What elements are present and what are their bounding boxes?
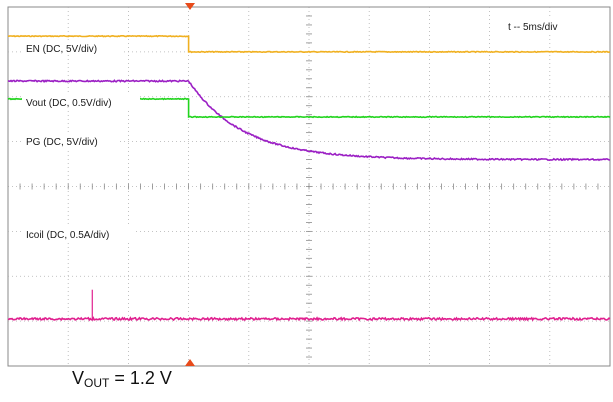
caption: VOUT = 1.2 V: [72, 368, 172, 390]
series-label-en: EN (DC, 5V/div): [26, 44, 97, 55]
traces: [7, 34, 611, 322]
trace-vout: [7, 79, 611, 162]
series-label-vout: Vout (DC, 0.5V/div): [26, 98, 112, 109]
series-label-icoil: Icoil (DC, 0.5A/div): [26, 230, 109, 241]
trigger-marker-top: [185, 3, 195, 10]
pg-label-box: [22, 134, 120, 148]
series-label-pg: PG (DC, 5V/div): [26, 137, 98, 148]
icoil-label-box: [22, 227, 136, 241]
caption-value: = 1.2 V: [109, 368, 172, 388]
caption-subscript: OUT: [84, 376, 110, 390]
vout-label-box: [22, 95, 140, 109]
timebase-label: t -- 5ms/div: [508, 22, 557, 33]
trace-en: [8, 34, 610, 54]
timebase-label-box: [500, 18, 578, 34]
en-label-box: [22, 41, 124, 55]
trigger-marker-bottom: [185, 359, 195, 366]
trace-icoil: [8, 316, 611, 322]
caption-prefix: V: [72, 368, 85, 388]
oscilloscope-plot: t -- 5ms/div EN (DC, 5V/div) Vout (DC, 0…: [7, 3, 611, 367]
